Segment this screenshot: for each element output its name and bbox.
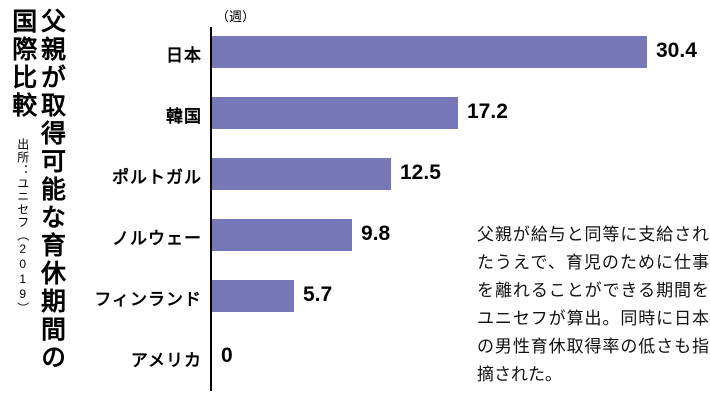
- source-note: 出所：ユニセフ（2019）: [15, 138, 30, 315]
- category-label: アメリカ: [130, 351, 202, 370]
- value-label: 30.4: [656, 39, 697, 62]
- bar: [212, 280, 294, 312]
- category-label: ノルウェー: [112, 229, 202, 248]
- value-label: 0: [221, 344, 233, 367]
- bar: [212, 97, 458, 129]
- value-label: 12.5: [400, 161, 441, 184]
- annotation-text: 父親が給与と同等に支給されたうえで、育児のために仕事を離れることができる期間をユ…: [477, 225, 709, 384]
- chart-title-line1: 父親が取得可能な育休期間の: [37, 8, 66, 372]
- chart-title-line2-text: 国際比較: [8, 8, 37, 120]
- bar-row: 韓国 17.2: [0, 97, 710, 129]
- y-axis-line: [210, 27, 212, 391]
- bar-row: アメリカ 0: [0, 341, 710, 373]
- bar-row: 日本 30.4: [0, 36, 710, 68]
- chart-title-line2: 国際比較出所：ユニセフ（2019）: [8, 8, 37, 394]
- value-label: 17.2: [467, 100, 508, 123]
- chart-title-block: 父親が取得可能な育休期間の 国際比較出所：ユニセフ（2019）: [8, 8, 66, 394]
- category-label: フィンランド: [94, 290, 202, 309]
- value-label: 5.7: [303, 283, 333, 306]
- bar: [212, 36, 647, 68]
- bar-row: ポルトガル 12.5: [0, 158, 710, 190]
- bar-row: フィンランド 5.7: [0, 280, 710, 312]
- bar-row: ノルウェー 9.8: [0, 219, 710, 251]
- bar: [212, 158, 391, 190]
- category-label: 日本: [166, 46, 202, 65]
- unit-label: （週）: [216, 9, 256, 24]
- category-label: ポルトガル: [112, 168, 202, 187]
- value-label: 9.8: [361, 222, 391, 245]
- bar: [212, 219, 352, 251]
- category-label: 韓国: [166, 107, 202, 126]
